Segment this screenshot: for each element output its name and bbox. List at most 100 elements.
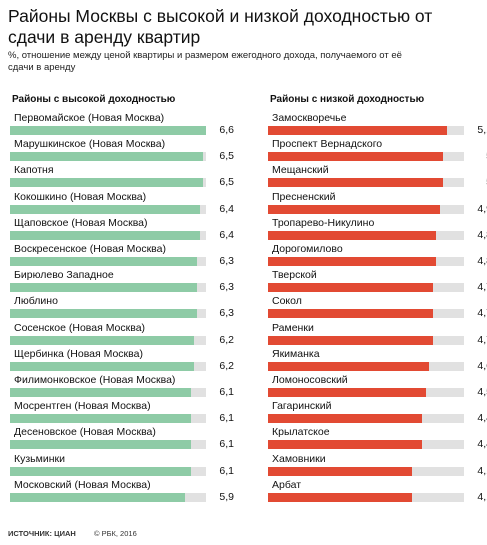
high-bar-row: Марушкинское (Новая Москва) 6,5 [10, 138, 236, 162]
low-bar [268, 126, 447, 135]
low-bar [268, 204, 440, 214]
high-value-label: 6,5 [219, 176, 234, 189]
chart-title: Районы Москвы с высокой и низкой доходно… [8, 6, 433, 47]
high-yield-header: Районы с высокой доходностью [12, 94, 176, 105]
high-bar [10, 466, 192, 476]
high-value-label: 6,1 [219, 412, 234, 425]
high-value-label: 6,3 [219, 307, 234, 320]
source-note: ИСТОЧНИК: ЦИАН [8, 529, 76, 538]
low-value-label: 4,4 [477, 438, 487, 451]
high-value-label: 6,5 [219, 150, 234, 163]
high-bar [10, 178, 204, 188]
high-bar-track [10, 492, 206, 502]
high-category-label: Московский (Новая Москва) [14, 478, 151, 491]
low-bar-row: Проспект Вернадского 5 [268, 138, 487, 162]
low-value-label: 4,5 [477, 386, 487, 398]
high-value-label: 6,1 [219, 386, 234, 398]
high-category-label: Капотня [14, 164, 54, 177]
low-bar [268, 309, 433, 319]
high-category-label: Щаповское (Новая Москва) [14, 216, 148, 229]
low-category-label: Проспект Вернадского [272, 138, 383, 151]
high-bar [10, 283, 198, 293]
low-bar [268, 152, 443, 162]
high-bar [10, 335, 195, 345]
high-bar-row: Бирюлево Западное 6,3 [10, 269, 236, 293]
low-value-label: 4,6 [477, 359, 487, 372]
low-bar-track [268, 388, 464, 397]
low-value-label: 5 [462, 150, 487, 163]
high-bar-track [10, 440, 206, 450]
low-bar [268, 230, 436, 240]
high-bar-track [10, 361, 206, 371]
high-bar-row: Воскресенское (Новая Москва) 6,3 [10, 243, 236, 267]
high-category-label: Филимонковское (Новая Москва) [14, 374, 176, 386]
low-category-label: Гагаринский [272, 400, 332, 413]
low-bar [268, 257, 436, 266]
high-bar-track [10, 466, 206, 476]
low-category-label: Дорогомилово [272, 243, 343, 255]
low-category-label: Раменки [272, 321, 314, 334]
high-bar-track [10, 257, 206, 266]
high-bar-row: Мосрентген (Новая Москва) 6,1 [10, 400, 236, 424]
high-category-label: Кокошкино (Новая Москва) [14, 190, 147, 203]
high-category-label: Щербинка (Новая Москва) [14, 347, 143, 360]
high-value-label: 6,2 [219, 359, 234, 372]
low-bar-track [268, 309, 464, 319]
low-value-label: 4,8 [477, 228, 487, 241]
high-value-label: 6,6 [219, 124, 234, 136]
high-bar [10, 414, 192, 424]
high-bar-row: Кузьминки 6,1 [10, 453, 236, 477]
high-category-label: Сосенское (Новая Москва) [14, 321, 146, 334]
low-bar-track [268, 152, 464, 162]
low-bar-row: Тверской 4,7 [268, 269, 487, 293]
high-bar [10, 257, 198, 266]
low-bar-row: Тропарево-Никулино 4,8 [268, 217, 487, 241]
low-bar-row: Раменки 4,7 [268, 322, 487, 346]
high-bar-row: Люблино 6,3 [10, 295, 236, 319]
low-value-label: 4,4 [477, 412, 487, 425]
low-bar [268, 466, 412, 476]
low-category-label: Хамовники [272, 452, 326, 465]
low-category-label: Крылатское [272, 426, 330, 439]
high-bar-track [10, 283, 206, 293]
low-category-label: Тропарево-Никулино [272, 216, 375, 229]
low-bar [268, 335, 433, 345]
high-category-label: Первомайское (Новая Москва) [14, 112, 165, 124]
low-bar-track [268, 466, 464, 476]
high-bar [10, 492, 186, 502]
high-bar-row: Филимонковское (Новая Москва) 6,1 [10, 374, 236, 398]
low-bar-track [268, 440, 464, 450]
high-bar-track [10, 230, 206, 240]
high-bar-row: Щаповское (Новая Москва) 6,4 [10, 217, 236, 241]
low-category-label: Мещанский [272, 164, 329, 177]
low-bar [268, 414, 422, 424]
copyright-note: © РБК, 2016 [93, 529, 137, 538]
low-bar-track [268, 126, 464, 135]
high-bar-track [10, 309, 206, 319]
low-value-label: 5 [462, 176, 487, 189]
high-bar-track [10, 388, 206, 397]
high-value-label: 6,1 [219, 438, 234, 451]
low-bar-row: Хамовники 4,1 [268, 453, 487, 477]
low-bar [268, 178, 443, 188]
low-value-label: 4,7 [477, 307, 487, 320]
low-category-label: Якиманка [272, 347, 320, 360]
high-bar [10, 388, 192, 397]
low-bar-row: Замоскворечье 5,1 [268, 112, 487, 136]
low-bar-track [268, 257, 464, 266]
high-bar-row: Московский (Новая Москва) 5,9 [10, 479, 236, 503]
high-category-label: Марушкинское (Новая Москва) [14, 138, 166, 151]
low-value-label: 4,7 [477, 333, 487, 346]
low-bar-row: Крылатское 4,4 [268, 426, 487, 450]
high-bar-row: Щербинка (Новая Москва) 6,2 [10, 348, 236, 372]
high-bar-track [10, 126, 206, 135]
high-bar-row: Кокошкино (Новая Москва) 6,4 [10, 191, 236, 215]
low-bar-row: Якиманка 4,6 [268, 348, 487, 372]
high-bar-row: Первомайское (Новая Москва) 6,6 [10, 112, 236, 136]
low-bar [268, 440, 422, 450]
high-value-label: 6,1 [219, 464, 234, 477]
high-value-label: 6,3 [219, 255, 234, 267]
low-value-label: 5,1 [477, 124, 487, 136]
low-bar-track [268, 178, 464, 188]
high-value-label: 6,4 [219, 202, 234, 215]
